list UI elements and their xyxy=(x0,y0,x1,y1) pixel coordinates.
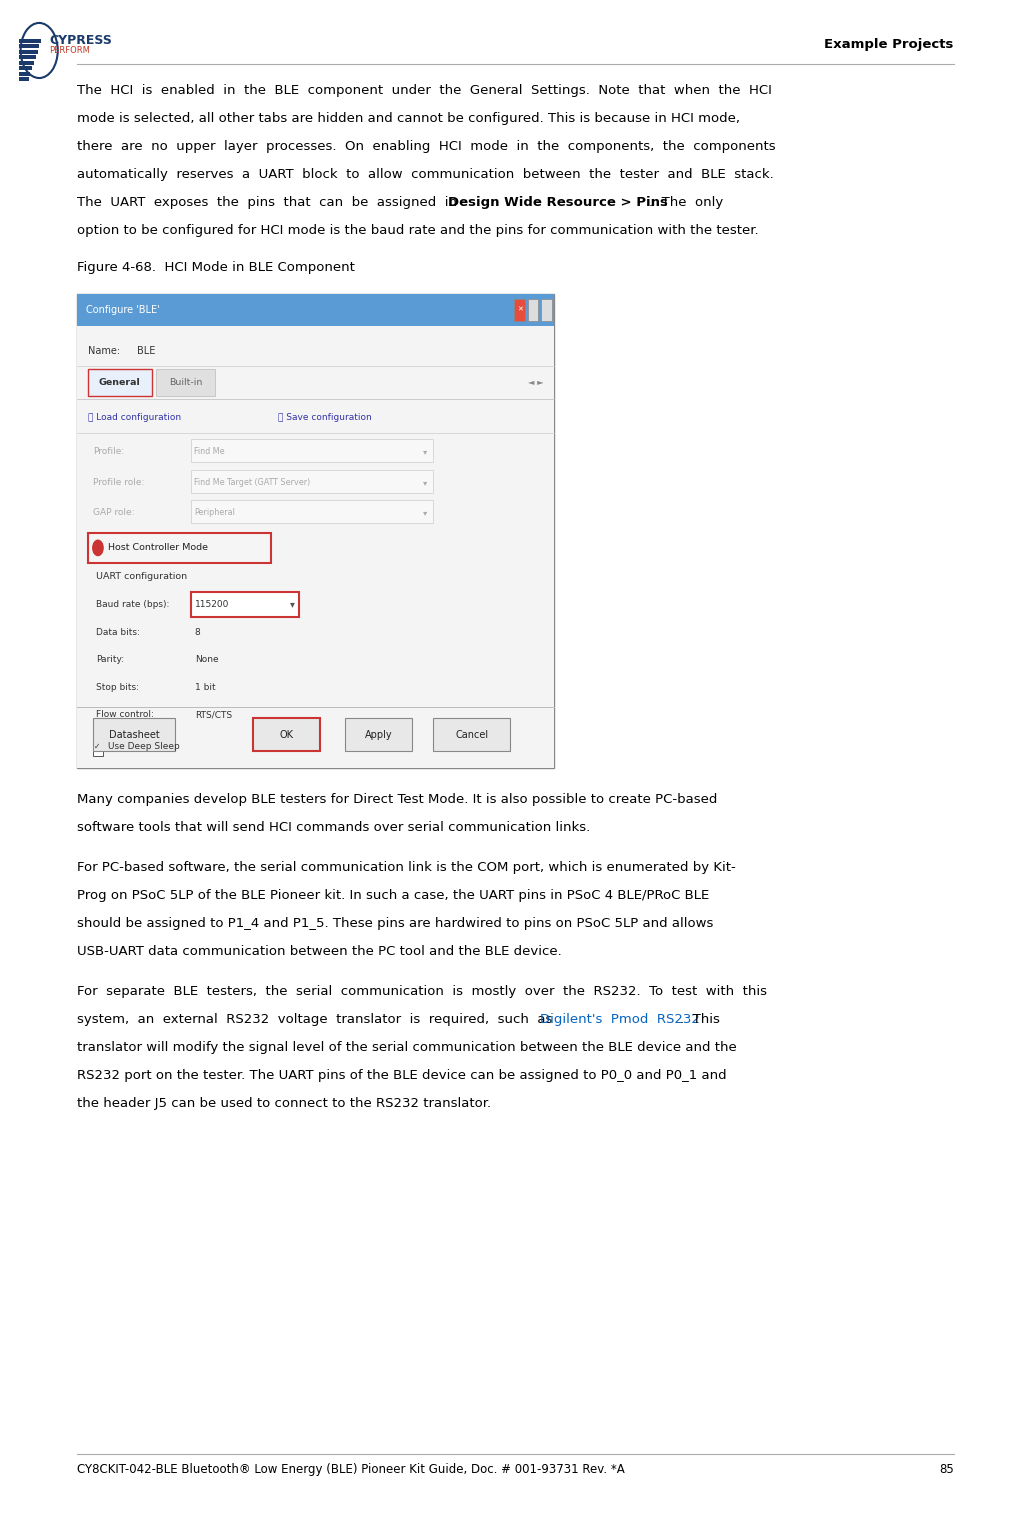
Text: GAP role:: GAP role: xyxy=(93,508,134,517)
Text: BLE: BLE xyxy=(137,346,156,355)
Text: the header J5 can be used to connect to the RS232 translator.: the header J5 can be used to connect to … xyxy=(77,1097,492,1111)
Text: Many companies develop BLE testers for Direct Test Mode. It is also possible to : Many companies develop BLE testers for D… xyxy=(77,793,718,806)
Bar xyxy=(433,718,510,751)
Text: there  are  no  upper  layer  processes.  On  enabling  HCI  mode  in  the  comp: there are no upper layer processes. On e… xyxy=(77,141,776,153)
Text: Parity:: Parity: xyxy=(96,655,124,664)
Text: Host Controller Mode: Host Controller Mode xyxy=(108,543,208,552)
Text: Peripheral: Peripheral xyxy=(194,508,235,517)
Text: General: General xyxy=(99,378,140,387)
Text: Figure 4-68.  HCI Mode in BLE Component: Figure 4-68. HCI Mode in BLE Component xyxy=(77,262,356,274)
Text: None: None xyxy=(195,655,219,664)
Bar xyxy=(19,49,37,54)
Text: 🔃 Save configuration: 🔃 Save configuration xyxy=(278,413,372,422)
Text: UART configuration: UART configuration xyxy=(96,572,187,581)
Text: mode is selected, all other tabs are hidden and cannot be configured. This is be: mode is selected, all other tabs are hid… xyxy=(77,112,740,125)
Text: system,  an  external  RS232  voltage  translator  is  required,  such  as: system, an external RS232 voltage transl… xyxy=(77,1013,561,1027)
Text: For PC-based software, the serial communication link is the COM port, which is e: For PC-based software, the serial commun… xyxy=(77,861,736,874)
Text: Built-in: Built-in xyxy=(169,378,202,387)
Bar xyxy=(345,718,412,751)
Text: Data bits:: Data bits: xyxy=(96,627,140,636)
Text: PERFORM: PERFORM xyxy=(49,46,91,55)
Text: OK: OK xyxy=(279,730,293,739)
Bar xyxy=(156,369,215,396)
Text: The  HCI  is  enabled  in  the  BLE  component  under  the  General  Settings.  : The HCI is enabled in the BLE component … xyxy=(77,84,772,96)
Text: 115200: 115200 xyxy=(195,600,229,609)
Text: The  UART  exposes  the  pins  that  can  be  assigned  in: The UART exposes the pins that can be as… xyxy=(77,196,466,210)
Text: Profile:: Profile: xyxy=(93,447,124,456)
Bar xyxy=(88,532,271,563)
Text: Profile role:: Profile role: xyxy=(93,477,144,487)
Bar xyxy=(77,326,554,768)
Text: option to be configured for HCI mode is the baud rate and the pins for communica: option to be configured for HCI mode is … xyxy=(77,225,759,237)
Text: automatically  reserves  a  UART  block  to  allow  communication  between  the : automatically reserves a UART block to a… xyxy=(77,168,774,181)
Text: 85: 85 xyxy=(939,1463,954,1475)
Text: ✕: ✕ xyxy=(517,308,523,314)
Text: .  This: . This xyxy=(679,1013,720,1027)
Text: Apply: Apply xyxy=(365,730,393,739)
Bar xyxy=(19,72,30,76)
Text: 🔃 Load configuration: 🔃 Load configuration xyxy=(88,413,180,422)
Text: RS232 port on the tester. The UART pins of the BLE device can be assigned to P0_: RS232 port on the tester. The UART pins … xyxy=(77,1069,727,1082)
Text: Digilent's  Pmod  RS232: Digilent's Pmod RS232 xyxy=(539,1013,699,1027)
Bar xyxy=(77,294,554,326)
Text: RTS/CTS: RTS/CTS xyxy=(195,710,232,719)
Bar xyxy=(88,369,152,396)
Bar xyxy=(191,470,433,493)
Text: Find Me Target (GATT Server): Find Me Target (GATT Server) xyxy=(194,477,310,487)
Text: Flow control:: Flow control: xyxy=(96,710,154,719)
Text: software tools that will send HCI commands over serial communication links.: software tools that will send HCI comman… xyxy=(77,820,591,834)
Text: .  The  only: . The only xyxy=(648,196,723,210)
Bar xyxy=(19,76,29,81)
Text: should be assigned to P1_4 and P1_5. These pins are hardwired to pins on PSoC 5L: should be assigned to P1_4 and P1_5. The… xyxy=(77,916,713,930)
Bar xyxy=(528,298,538,321)
Bar xyxy=(77,294,554,768)
Text: Design Wide Resource > Pins: Design Wide Resource > Pins xyxy=(448,196,668,210)
Text: ▾: ▾ xyxy=(423,447,427,456)
Circle shape xyxy=(93,540,103,555)
Text: Configure 'BLE': Configure 'BLE' xyxy=(86,304,159,315)
Bar xyxy=(19,66,32,70)
Text: 1 bit: 1 bit xyxy=(195,682,215,692)
Bar xyxy=(191,500,433,523)
Text: Use Deep Sleep: Use Deep Sleep xyxy=(108,742,180,751)
Text: ▾: ▾ xyxy=(423,508,427,517)
Bar xyxy=(93,718,175,751)
Bar xyxy=(19,61,34,64)
Text: Example Projects: Example Projects xyxy=(825,38,954,50)
Text: ▾: ▾ xyxy=(290,600,295,609)
Text: Name:: Name: xyxy=(88,346,120,355)
Bar xyxy=(191,592,299,617)
Text: For  separate  BLE  testers,  the  serial  communication  is  mostly  over  the : For separate BLE testers, the serial com… xyxy=(77,985,767,998)
Text: ✓: ✓ xyxy=(94,742,100,751)
Bar xyxy=(19,55,36,60)
Text: USB-UART data communication between the PC tool and the BLE device.: USB-UART data communication between the … xyxy=(77,946,562,958)
Text: translator will modify the signal level of the serial communication between the : translator will modify the signal level … xyxy=(77,1040,737,1054)
Bar xyxy=(541,298,552,321)
Text: Datasheet: Datasheet xyxy=(108,730,160,739)
Text: ◄ ►: ◄ ► xyxy=(528,378,543,387)
Text: CY8CKIT-042-BLE Bluetooth® Low Energy (BLE) Pioneer Kit Guide, Doc. # 001-93731 : CY8CKIT-042-BLE Bluetooth® Low Energy (B… xyxy=(77,1463,625,1475)
Bar xyxy=(253,718,320,751)
Text: Baud rate (bps):: Baud rate (bps): xyxy=(96,600,169,609)
Bar xyxy=(191,439,433,462)
Text: Prog on PSoC 5LP of the BLE Pioneer kit. In such a case, the UART pins in PSoC 4: Prog on PSoC 5LP of the BLE Pioneer kit.… xyxy=(77,889,709,901)
Text: Cancel: Cancel xyxy=(455,730,489,739)
Text: ▾: ▾ xyxy=(423,477,427,487)
Bar xyxy=(19,44,39,49)
Bar xyxy=(93,741,103,756)
Bar xyxy=(19,38,41,43)
Text: Find Me: Find Me xyxy=(194,447,225,456)
Text: CYPRESS: CYPRESS xyxy=(49,34,112,46)
Text: 8: 8 xyxy=(195,627,201,636)
Text: Stop bits:: Stop bits: xyxy=(96,682,139,692)
Bar xyxy=(514,298,525,321)
